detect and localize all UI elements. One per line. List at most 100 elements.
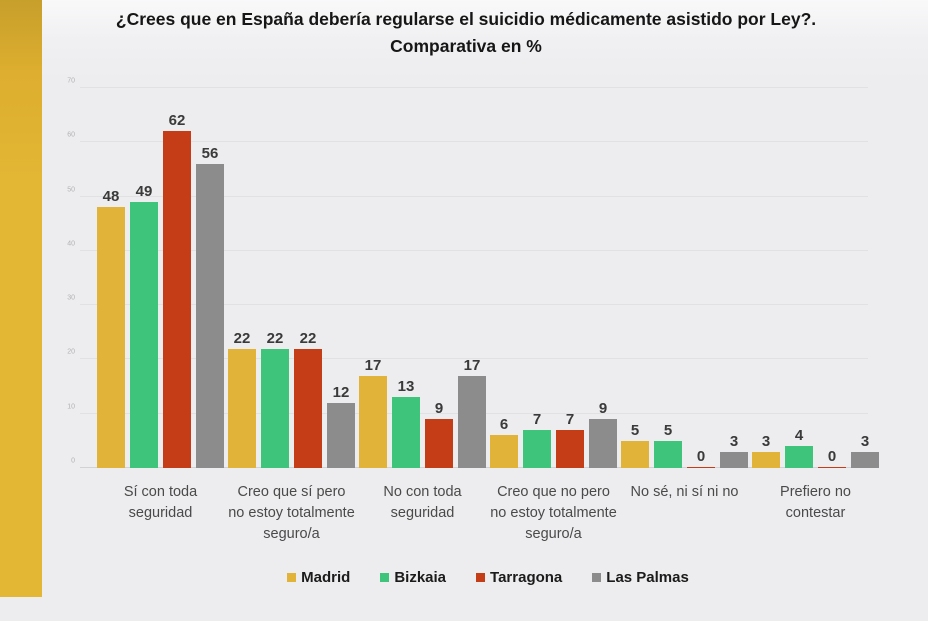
bar-bizkaia [523, 430, 551, 468]
bar-with-label: 7 [523, 88, 551, 468]
bar-tarragona [556, 430, 584, 468]
bar-bizkaia [261, 348, 289, 468]
bar-group: 22 22 22 12 [226, 88, 357, 468]
y-tick-label: 0 [71, 457, 75, 465]
bar-value-label: 7 [532, 411, 542, 428]
bar-with-label: 22 [261, 88, 289, 468]
bar-value-label: 13 [397, 378, 415, 396]
bar-with-label: 12 [327, 88, 355, 468]
bar-value-label: 22 [266, 329, 284, 347]
bar-bizkaia [130, 202, 158, 468]
y-tick-label: 40 [67, 240, 75, 248]
y-tick-label: 30 [67, 294, 75, 302]
bar-with-label: 3 [720, 88, 748, 468]
bar-value-label: 5 [630, 421, 640, 439]
bar-with-label: 0 [818, 88, 846, 468]
bar-value-label: 0 [827, 447, 837, 465]
bar-value-label: 49 [135, 183, 153, 200]
category-label: Sí con toda seguridad [123, 484, 198, 522]
bar-value-label: 6 [499, 416, 509, 434]
x-axis-labels: Sí con toda seguridad Creo que sí pero no… [95, 482, 881, 545]
legend-swatch-icon [287, 573, 297, 582]
legend-swatch-icon [476, 573, 486, 582]
bar-with-label: 22 [228, 88, 256, 468]
bar-with-label: 13 [392, 88, 420, 468]
bar-with-label: 48 [97, 88, 125, 468]
legend-label: Tarragona [490, 569, 563, 586]
legend-label: Madrid [301, 569, 351, 586]
chart-title-line2: Comparativa en % [390, 36, 542, 57]
bar-with-label: 6 [490, 88, 518, 468]
bar-group: 48 49 62 56 [95, 88, 226, 468]
bar-las-palmas [720, 451, 748, 468]
chart-title-line1: ¿Crees que en España debería regularse e… [115, 9, 817, 29]
bar-value-label: 22 [299, 329, 317, 347]
bar-tarragona [163, 131, 191, 468]
bar-value-label: 3 [761, 432, 771, 450]
bar-group: 17 13 9 17 [357, 88, 488, 468]
bar-madrid [621, 440, 649, 468]
bar-with-label: 3 [752, 88, 780, 468]
bar-madrid [490, 435, 518, 468]
chart-title: ¿Crees que en España debería regularse e… [60, 6, 872, 60]
bar-tarragona [818, 466, 846, 468]
y-tick-label: 20 [67, 348, 75, 356]
bar-las-palmas [458, 375, 486, 468]
gridline [80, 141, 868, 143]
bar-value-label: 22 [233, 329, 251, 347]
bar-with-label: 5 [621, 88, 649, 468]
legend-label: Las Palmas [606, 569, 689, 586]
bar-value-label: 48 [102, 188, 120, 206]
legend-swatch-icon [592, 573, 602, 582]
bar-with-label: 17 [359, 88, 387, 468]
bar-value-label: 4 [794, 427, 804, 445]
bar-madrid [228, 348, 256, 468]
left-accent-band [0, 0, 42, 597]
bar-bizkaia [392, 397, 420, 468]
bar-with-label: 9 [589, 88, 617, 468]
category-label: No con toda seguridad [383, 484, 462, 522]
bar-value-label: 9 [598, 400, 608, 418]
bar-with-label: 9 [425, 88, 453, 468]
bar-bizkaia [654, 440, 682, 468]
y-tick-label: 10 [67, 403, 75, 411]
bar-value-label: 0 [696, 447, 706, 465]
bar-las-palmas [327, 402, 355, 468]
bar-bizkaia [785, 446, 813, 468]
bar-las-palmas [851, 451, 879, 468]
bar-with-label: 0 [687, 88, 715, 468]
gridline [80, 195, 868, 197]
bar-with-label: 22 [294, 88, 322, 468]
legend-label: Bizkaia [394, 569, 447, 586]
bar-value-label: 7 [565, 411, 575, 428]
legend-item: Tarragona [476, 569, 562, 586]
bar-tarragona [687, 466, 715, 468]
bar-tarragona [425, 419, 453, 468]
bar-with-label: 56 [196, 88, 224, 468]
bar-value-label: 17 [364, 356, 382, 374]
bar-value-label: 56 [201, 145, 219, 162]
bar-group: 5 5 0 3 [619, 88, 750, 468]
bar-value-label: 5 [663, 421, 673, 439]
bar-value-label: 17 [463, 356, 481, 374]
bar-with-label: 62 [163, 88, 191, 468]
bar-with-label: 17 [458, 88, 486, 468]
y-tick-label: 60 [67, 131, 75, 139]
bar-with-label: 3 [851, 88, 879, 468]
y-tick-label: 70 [67, 77, 75, 85]
legend-swatch-icon [380, 573, 390, 582]
category-label: Prefiero no contestar [780, 484, 851, 522]
bar-value-label: 12 [332, 383, 350, 401]
bar-with-label: 7 [556, 88, 584, 468]
bar-value-label: 62 [168, 112, 186, 130]
y-tick-label: 50 [67, 186, 75, 194]
legend-item: Bizkaia [380, 569, 446, 586]
category-label: Creo que no pero no estoy totalmente seg… [490, 484, 617, 543]
bar-with-label: 49 [130, 88, 158, 468]
bar-madrid [752, 451, 780, 468]
bar-madrid [359, 375, 387, 468]
bar-madrid [97, 207, 125, 468]
bar-las-palmas [589, 419, 617, 468]
gridline [80, 249, 868, 251]
gridline [80, 304, 868, 306]
